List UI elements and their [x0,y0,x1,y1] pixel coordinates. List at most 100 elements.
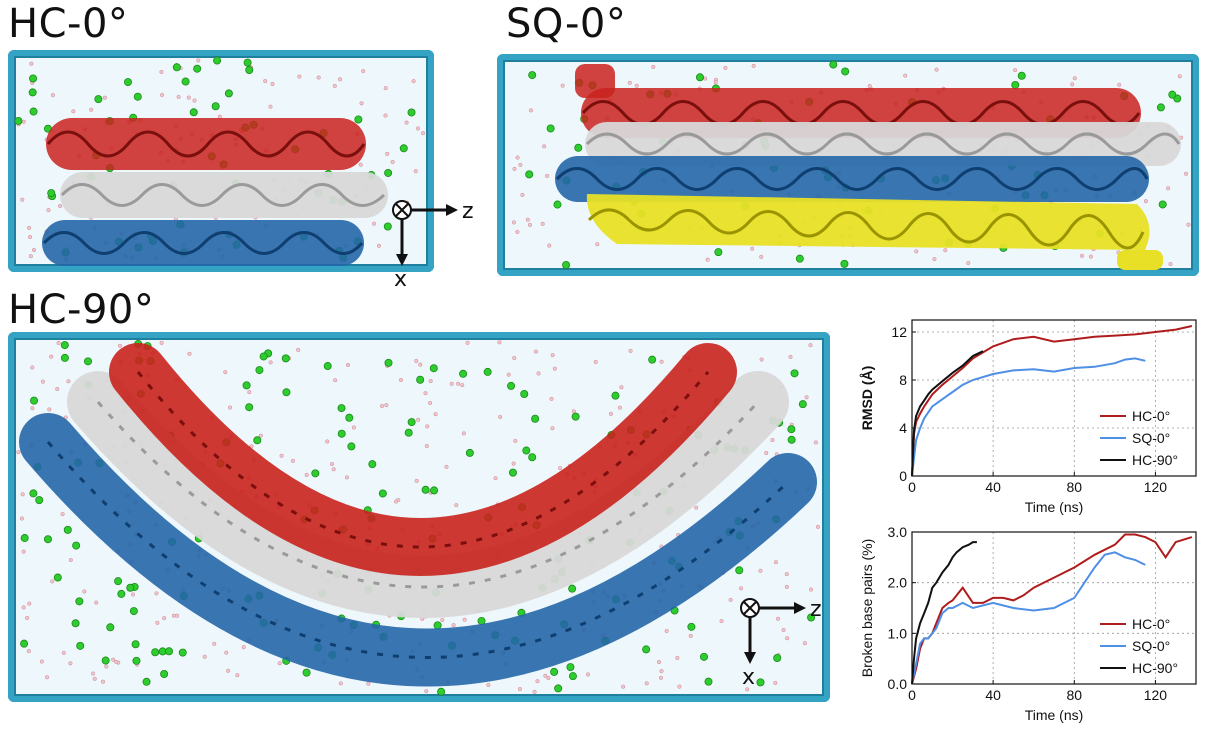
y-tick-label: 1.0 [888,625,908,641]
series-line-hc90 [911,350,984,477]
plot-frame [911,531,1197,685]
ion-small [518,162,523,167]
ion-small [28,254,33,259]
ion-small [1143,199,1148,204]
ion-magnesium [528,71,537,80]
ion-small [644,681,649,686]
ion-small [46,208,51,213]
ion-magnesium [429,364,438,373]
ion-small [114,659,119,664]
ion-small [758,568,763,573]
ion-small [659,359,664,364]
ion-magnesium [714,248,723,257]
ion-small [512,355,517,361]
ion-magnesium [43,535,52,544]
ion-magnesium [253,436,262,445]
x-tick-label: 120 [1144,687,1168,703]
ion-magnesium [323,362,332,371]
ion-magnesium [282,388,291,397]
ion-small [235,673,240,678]
ion-small [728,597,733,602]
ion-small [545,173,550,178]
ion-magnesium [178,648,187,657]
ion-small [61,650,66,655]
ion-small [316,75,321,80]
ion-magnesium [790,369,799,378]
ion-small [515,229,520,235]
ion-small [361,69,366,74]
ion-small [82,589,87,594]
ion-small [100,679,106,684]
ion-magnesium [14,116,23,125]
ion-small [358,162,363,167]
ion-small [89,107,94,112]
ion-small [914,249,919,254]
ion-small [440,617,445,623]
ion-small [557,466,563,471]
ion-magnesium [562,260,571,269]
helix-white [60,172,388,218]
ion-magnesium [281,354,290,363]
ion-magnesium [126,583,135,592]
ion-small [428,400,433,406]
ion-magnesium [243,58,252,67]
ion-small [21,605,26,610]
ion-small [532,689,537,694]
ion-magnesium [430,486,439,495]
ion-small [66,379,71,384]
axis-label-x: x [394,267,407,288]
ion-magnesium [566,663,575,672]
ion-small [651,64,656,69]
ion-magnesium [71,619,80,628]
ion-small [1186,222,1191,227]
ion-small [176,94,181,99]
ion-magnesium [407,108,416,117]
ion-small [414,478,419,483]
ion-small [379,403,385,409]
ion-small [196,58,201,63]
ion-small [94,600,99,605]
ion-small [224,650,229,655]
ion-small [270,81,275,87]
ion-magnesium [407,418,416,427]
ion-small [497,340,502,345]
ion-small [50,579,55,584]
ion-magnesium [345,413,354,422]
helix-blue [42,220,364,266]
ion-magnesium [114,577,123,586]
ion-magnesium [63,525,72,534]
ion-magnesium [384,168,393,177]
ion-small [451,623,456,628]
ion-small [528,108,534,113]
helix-yellow [586,194,1163,270]
ion-magnesium [1017,71,1026,80]
ion-magnesium [53,573,62,582]
ion-small [513,438,518,443]
ion-magnesium [76,641,85,650]
ion-magnesium [695,73,704,82]
ion-small [25,615,30,621]
ion-magnesium [756,678,765,687]
ion-magnesium [337,404,346,413]
ion-small [776,616,781,621]
ion-small [460,383,465,388]
ion-small [533,349,539,354]
ion-small [493,476,498,481]
ion-small [1088,254,1093,259]
ion-small [550,353,555,358]
series-line-hc90 [911,541,977,685]
ion-small [171,613,176,618]
ion-small [49,354,54,359]
ion-small [423,391,428,396]
x-tick-label: 40 [985,479,1001,495]
ion-magnesium [546,124,555,133]
hc-0-bundle-illustration [14,56,426,266]
ion-magnesium [259,352,268,361]
ion-small [90,671,96,676]
ion-magnesium [30,396,39,405]
ion-small [444,464,449,469]
ion-small [804,395,809,400]
ion-magnesium [160,670,169,679]
ion-magnesium [75,597,84,606]
ion-small [550,426,555,431]
